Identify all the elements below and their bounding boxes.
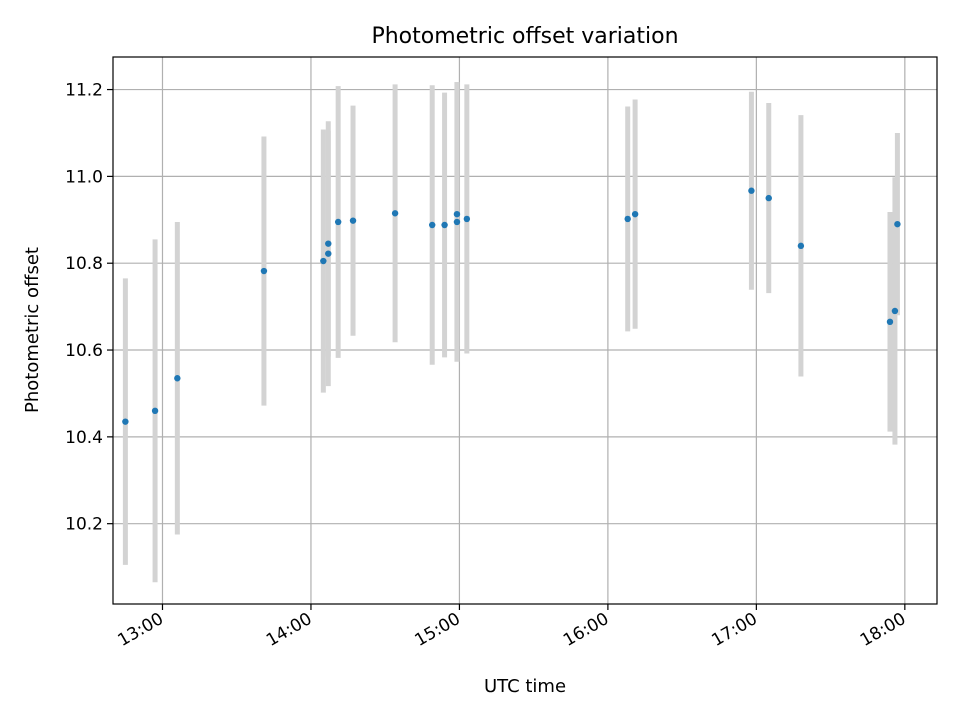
data-point	[320, 257, 327, 265]
data-point	[624, 215, 631, 223]
data-point	[463, 215, 471, 223]
plot-area-frame	[112, 56, 938, 605]
y-tick-label: 10.6	[65, 341, 103, 361]
data-point	[765, 194, 772, 202]
x-axis-label: UTC time	[484, 676, 566, 697]
data-point	[886, 318, 894, 326]
y-tick-label: 10.8	[65, 254, 103, 274]
y-tick-label: 10.4	[65, 428, 103, 448]
data-points	[122, 187, 901, 425]
y-tick-label: 11.2	[65, 81, 103, 101]
data-point	[391, 210, 399, 217]
data-point	[151, 407, 159, 415]
data-point	[325, 250, 332, 257]
data-point	[122, 418, 129, 425]
data-point	[441, 221, 448, 229]
data-point	[891, 307, 899, 315]
data-point	[334, 218, 342, 226]
data-point	[453, 218, 461, 226]
data-point	[325, 240, 332, 247]
y-axis-ticks: 10.2 10.4 10.6 10.8 11.0 11.2	[65, 81, 113, 535]
data-point	[260, 267, 268, 275]
y-tick-label: 10.2	[65, 515, 103, 535]
data-point	[631, 210, 639, 218]
y-axis-label: Photometric offset	[22, 247, 43, 413]
data-point	[174, 375, 181, 382]
data-point	[748, 187, 755, 194]
chart-title: Photometric offset variation	[371, 24, 678, 49]
data-point	[349, 217, 357, 224]
data-point	[894, 220, 901, 228]
y-tick-label: 11.0	[65, 167, 103, 187]
data-point	[797, 242, 805, 250]
data-point	[453, 210, 461, 218]
data-point	[429, 221, 436, 229]
